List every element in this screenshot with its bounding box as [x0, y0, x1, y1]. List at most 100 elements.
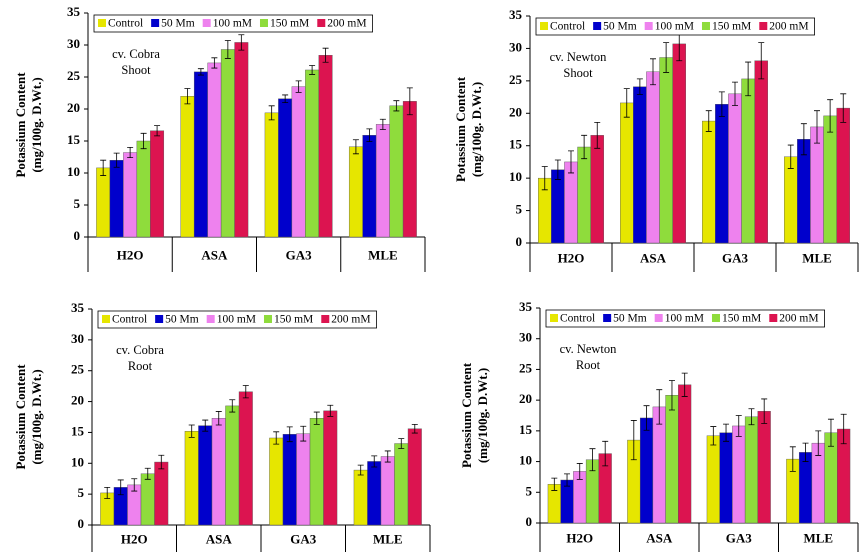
error-bar: [663, 42, 670, 73]
bar: [620, 102, 634, 244]
y-tick-label: 30: [509, 39, 522, 54]
y-tick-label: 25: [509, 72, 523, 87]
legend-swatch: [769, 314, 778, 322]
error-bar: [140, 132, 147, 150]
legend-swatch: [644, 22, 653, 30]
bar: [836, 107, 850, 244]
legend-label: 200 mM: [331, 314, 370, 326]
error-bar: [630, 420, 637, 461]
error-bar: [154, 125, 161, 137]
error-bar: [758, 42, 765, 80]
bar: [646, 71, 660, 244]
error-bar: [327, 404, 334, 417]
bar: [389, 105, 404, 238]
error-bar: [300, 425, 307, 442]
y-tick-label: 25: [67, 68, 81, 83]
error-bar: [357, 464, 364, 476]
y-tick-label: 5: [74, 196, 81, 211]
error-bar: [393, 100, 400, 112]
error-bar: [656, 389, 663, 425]
error-bar: [184, 88, 191, 105]
legend-swatch: [701, 22, 710, 30]
error-bar: [131, 478, 138, 492]
bar: [362, 135, 377, 238]
x-tick-label: H2O: [121, 531, 148, 546]
bar: [823, 115, 837, 244]
error-bar: [286, 426, 293, 443]
error-bar: [188, 424, 195, 438]
error-bar: [551, 477, 558, 491]
legend-swatch: [98, 19, 106, 27]
bar: [180, 95, 195, 238]
x-tick-label: GA3: [286, 247, 313, 262]
error-bar: [668, 380, 675, 411]
bar: [633, 86, 647, 244]
y-tick-label: 20: [71, 393, 84, 408]
legend-swatch: [263, 315, 272, 323]
bar: [193, 71, 208, 238]
bar: [577, 146, 591, 244]
error-bar: [576, 463, 583, 480]
error-bar: [273, 431, 280, 445]
error-bar: [802, 442, 809, 462]
y-tick-label: 5: [516, 202, 523, 217]
legend-label: 200 mM: [769, 21, 808, 33]
bar: [672, 43, 686, 244]
legend-swatch: [593, 22, 602, 30]
y-tick-label: 30: [519, 330, 532, 345]
x-tick-label: GA3: [726, 530, 753, 545]
error-bar: [366, 128, 373, 143]
error-bar: [761, 398, 768, 424]
legend-swatch: [206, 315, 215, 323]
y-tick-label: 20: [509, 104, 522, 119]
bar: [291, 86, 306, 238]
bar: [234, 42, 249, 238]
annotation: cv. Newton: [560, 342, 618, 356]
error-bar: [100, 159, 107, 176]
bar: [407, 428, 422, 526]
y-tick-label: 15: [519, 422, 533, 437]
x-tick-label: ASA: [646, 530, 673, 545]
x-tick-label: H2O: [117, 247, 144, 262]
error-bar: [104, 486, 111, 499]
bar: [744, 416, 759, 524]
annotation: Shoot: [563, 66, 593, 80]
bar: [323, 410, 338, 526]
error-bar: [309, 65, 316, 75]
error-bar: [211, 57, 218, 69]
bar: [732, 425, 746, 524]
y-tick-label: 15: [509, 137, 523, 152]
legend-swatch: [151, 19, 160, 27]
legend-swatch: [540, 22, 548, 30]
bar: [798, 452, 813, 524]
bar: [590, 135, 604, 244]
x-tick-label: MLE: [368, 247, 398, 262]
x-tick-label: H2O: [558, 250, 585, 265]
error-bar: [564, 473, 571, 487]
y-tick-label: 20: [519, 391, 532, 406]
bar: [238, 391, 253, 526]
bar: [154, 461, 169, 526]
error-bar: [581, 134, 588, 160]
annotation: cv. Newton: [550, 50, 608, 64]
x-tick-label: GA3: [290, 531, 317, 546]
error-bar: [215, 411, 222, 426]
x-tick-label: ASA: [201, 247, 228, 262]
legend-label: 50 Mm: [603, 21, 637, 33]
bar: [719, 432, 733, 524]
legend-label: 150 mM: [722, 313, 761, 325]
bar: [278, 98, 293, 238]
error-bar: [800, 123, 807, 156]
error-bar: [384, 450, 391, 463]
error-bar: [268, 105, 275, 121]
bar: [264, 112, 279, 238]
bar: [702, 120, 716, 244]
bar: [140, 473, 155, 526]
error-bar: [789, 446, 796, 472]
error-bar: [827, 99, 834, 133]
y-axis-label: (mg/100g. D.Wt.): [29, 77, 44, 172]
legend: Control 50 Mm 100 mM 150 mM 200 mM: [535, 17, 815, 36]
error-bar: [827, 418, 834, 447]
error-bar: [242, 385, 249, 399]
y-tick-label: 25: [519, 360, 533, 375]
